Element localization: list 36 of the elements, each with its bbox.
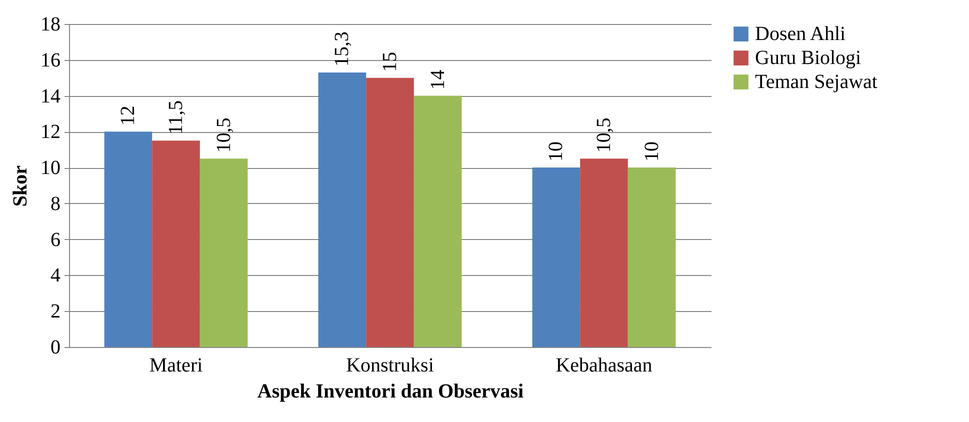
data-label: 11,5 [165, 100, 187, 135]
data-label: 10,5 [593, 118, 615, 153]
data-label: 10 [640, 142, 663, 162]
bar [200, 158, 248, 347]
x-axis-title: Aspek Inventori dan Observasi [257, 380, 524, 402]
y-tick-label: 14 [40, 85, 60, 108]
bar [318, 72, 366, 347]
y-tick-label: 2 [50, 300, 60, 323]
bar [414, 96, 462, 347]
data-label: 10,5 [212, 118, 235, 153]
legend-label: Teman Sejawat [755, 71, 878, 93]
data-label: 10 [545, 142, 568, 162]
bar [152, 140, 200, 347]
x-tick-label: Konstruksi [346, 354, 434, 376]
bar [580, 158, 628, 347]
bar [104, 132, 152, 347]
y-tick-label: 0 [50, 336, 60, 358]
x-tick-label: Kebahasaan [556, 354, 652, 376]
bar [532, 168, 580, 347]
y-tick-label: 4 [50, 264, 60, 287]
y-tick-label: 6 [50, 228, 60, 251]
y-axis-title: Skor [10, 165, 32, 207]
data-label: 15 [379, 52, 401, 72]
y-tick-label: 10 [40, 157, 60, 180]
y-tick-label: 18 [40, 14, 60, 36]
y-tick-label: 16 [40, 49, 60, 72]
data-label: 15,3 [331, 31, 354, 66]
bar [628, 168, 676, 347]
x-tick-label: Materi [149, 354, 204, 376]
legend-label: Guru Biologi [755, 47, 862, 69]
legend-label: Dosen Ahli [755, 23, 846, 45]
bar [366, 78, 414, 347]
y-tick-label: 8 [50, 192, 60, 215]
y-tick-label: 12 [40, 121, 60, 144]
data-label: 14 [426, 70, 449, 90]
data-label: 12 [117, 106, 140, 126]
